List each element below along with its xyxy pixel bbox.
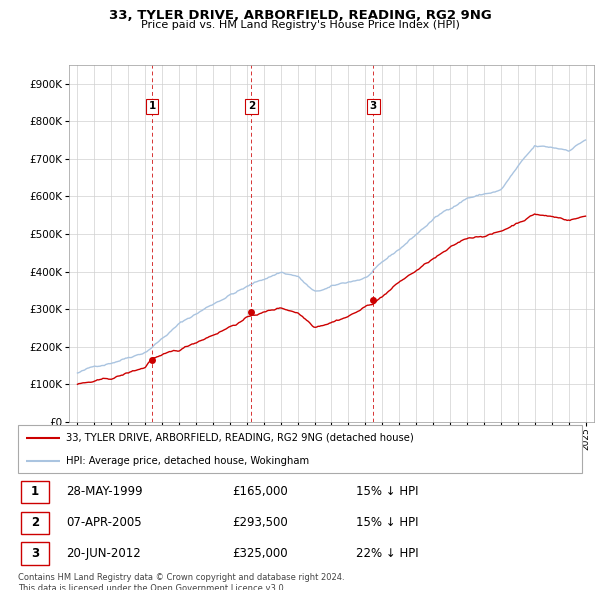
Text: 15% ↓ HPI: 15% ↓ HPI	[356, 486, 419, 499]
Text: 28-MAY-1999: 28-MAY-1999	[66, 486, 143, 499]
Text: £165,000: £165,000	[232, 486, 288, 499]
Text: £293,500: £293,500	[232, 516, 288, 529]
Text: 22% ↓ HPI: 22% ↓ HPI	[356, 547, 419, 560]
Text: Price paid vs. HM Land Registry's House Price Index (HPI): Price paid vs. HM Land Registry's House …	[140, 20, 460, 30]
Text: £325,000: £325,000	[232, 547, 288, 560]
Text: 1: 1	[149, 101, 156, 112]
Text: 3: 3	[370, 101, 377, 112]
Text: 2: 2	[248, 101, 255, 112]
Text: 1: 1	[31, 486, 39, 499]
Text: 07-APR-2005: 07-APR-2005	[66, 516, 142, 529]
Text: 33, TYLER DRIVE, ARBORFIELD, READING, RG2 9NG (detached house): 33, TYLER DRIVE, ARBORFIELD, READING, RG…	[66, 433, 413, 443]
Text: 20-JUN-2012: 20-JUN-2012	[66, 547, 140, 560]
Bar	[21, 512, 49, 534]
Bar	[21, 481, 49, 503]
Text: 15% ↓ HPI: 15% ↓ HPI	[356, 516, 419, 529]
Bar	[21, 542, 49, 565]
Text: 33, TYLER DRIVE, ARBORFIELD, READING, RG2 9NG: 33, TYLER DRIVE, ARBORFIELD, READING, RG…	[109, 9, 491, 22]
Text: Contains HM Land Registry data © Crown copyright and database right 2024.
This d: Contains HM Land Registry data © Crown c…	[18, 573, 344, 590]
Text: HPI: Average price, detached house, Wokingham: HPI: Average price, detached house, Woki…	[66, 456, 309, 466]
Text: 2: 2	[31, 516, 39, 529]
Text: 3: 3	[31, 547, 39, 560]
